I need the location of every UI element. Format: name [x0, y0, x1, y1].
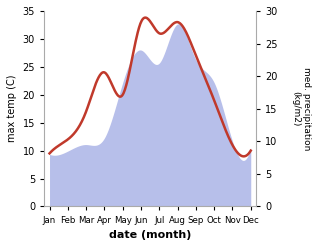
Y-axis label: med. precipitation
(kg/m2): med. precipitation (kg/m2): [292, 67, 311, 150]
X-axis label: date (month): date (month): [109, 230, 191, 240]
Y-axis label: max temp (C): max temp (C): [7, 75, 17, 143]
